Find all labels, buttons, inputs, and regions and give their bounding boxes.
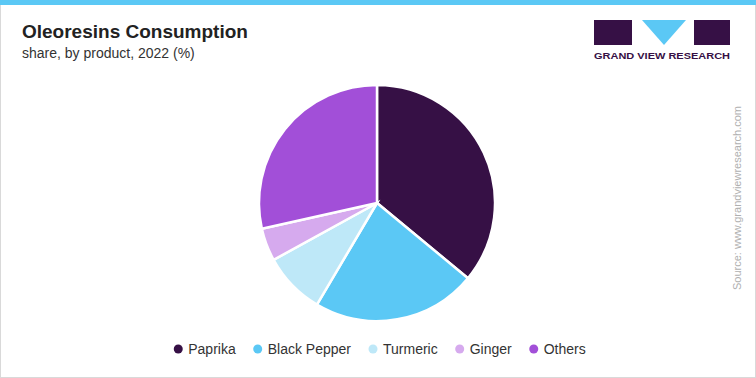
legend-item: Ginger: [455, 341, 512, 357]
logo-block: [594, 20, 632, 45]
legend-item: Others: [529, 341, 586, 357]
legend: Paprika Black Pepper Turmeric Ginger Others: [174, 341, 586, 357]
legend-item: Turmeric: [369, 341, 438, 357]
logo-block: [694, 20, 730, 45]
legend-marker: [529, 345, 538, 354]
legend-marker: [174, 345, 183, 354]
legend-marker: [253, 345, 262, 354]
legend-label: Others: [544, 341, 586, 357]
title: Oleoresins Consumption: [22, 21, 248, 42]
source: Source: www.grandviewresearch.com: [731, 106, 743, 290]
legend-label: Black Pepper: [268, 341, 352, 357]
logo: GRAND VIEW RESEARCH: [594, 20, 730, 61]
logo-triangle: [642, 20, 686, 45]
legend-marker: [369, 345, 378, 354]
legend-label: Turmeric: [383, 341, 438, 357]
logo-text: GRAND VIEW RESEARCH: [594, 51, 730, 61]
legend-item: Paprika: [174, 341, 236, 357]
legend-label: Paprika: [188, 341, 236, 357]
subtitle: share, by product, 2022 (%): [22, 45, 195, 61]
frame: [1, 1, 756, 378]
legend-marker: [455, 345, 464, 354]
pie-slice: [259, 85, 377, 229]
plot: [259, 85, 495, 321]
legend-label: Ginger: [470, 341, 512, 357]
top-strip: [0, 0, 756, 5]
legend-item: Black Pepper: [253, 341, 351, 357]
